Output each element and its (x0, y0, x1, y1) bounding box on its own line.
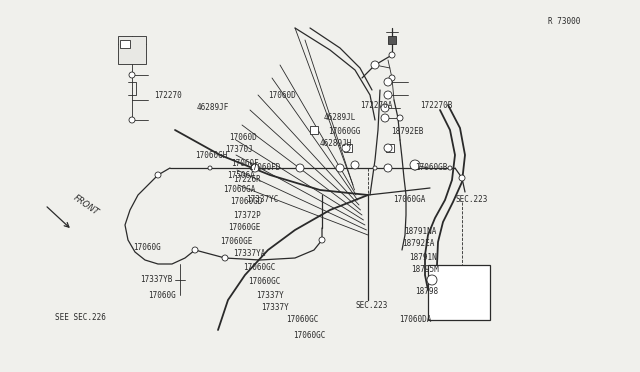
Circle shape (427, 275, 437, 285)
Circle shape (381, 114, 389, 122)
Text: 17060GH: 17060GH (195, 151, 227, 160)
Text: 46289JH: 46289JH (320, 140, 353, 148)
Bar (386, 144, 394, 152)
Text: 17060G: 17060G (148, 291, 176, 299)
Circle shape (371, 61, 379, 69)
Text: 46289JF: 46289JF (197, 103, 229, 112)
Text: 17372P: 17372P (233, 211, 260, 219)
Circle shape (381, 104, 389, 112)
Text: 17060F: 17060F (231, 158, 259, 167)
Circle shape (448, 166, 452, 170)
Text: 172270B: 172270B (420, 100, 452, 109)
Text: 17060GC: 17060GC (243, 263, 275, 273)
Circle shape (155, 172, 161, 178)
Bar (310, 126, 318, 134)
Text: 17337YC: 17337YC (246, 196, 278, 205)
Text: 17060G: 17060G (133, 243, 161, 251)
Text: 172270: 172270 (154, 90, 182, 99)
Text: 172270A: 172270A (360, 100, 392, 109)
Text: 18792EA: 18792EA (402, 240, 435, 248)
Text: 17337Y: 17337Y (256, 291, 284, 299)
Circle shape (192, 247, 198, 253)
Circle shape (319, 237, 325, 243)
Circle shape (336, 164, 344, 172)
Text: 17060GG: 17060GG (328, 126, 360, 135)
Circle shape (459, 175, 465, 181)
Text: 17060GE: 17060GE (220, 237, 252, 246)
Circle shape (208, 166, 212, 170)
Circle shape (410, 160, 420, 170)
Text: 18798: 18798 (415, 288, 438, 296)
Circle shape (351, 161, 359, 169)
Text: 17060GA: 17060GA (393, 196, 426, 205)
Bar (344, 144, 352, 152)
Bar (388, 36, 396, 44)
Circle shape (413, 166, 417, 170)
Circle shape (253, 166, 257, 170)
Circle shape (338, 166, 342, 170)
Text: FRONT: FRONT (72, 193, 100, 217)
Text: R 73000: R 73000 (548, 17, 580, 26)
Text: 17060FD: 17060FD (248, 164, 280, 173)
Text: 18795M: 18795M (411, 266, 439, 275)
Text: 17060GC: 17060GC (286, 315, 318, 324)
Text: 46289JL: 46289JL (324, 113, 356, 122)
Circle shape (129, 72, 135, 78)
Text: 17226R: 17226R (233, 176, 260, 185)
Bar (118, 36, 146, 64)
Circle shape (222, 255, 228, 261)
Circle shape (384, 91, 392, 99)
Circle shape (373, 166, 377, 170)
Text: 17060GC: 17060GC (293, 331, 325, 340)
Text: 18792EB: 18792EB (391, 126, 424, 135)
Circle shape (384, 78, 392, 86)
Text: 17337YA: 17337YA (233, 250, 266, 259)
Text: SEE SEC.226: SEE SEC.226 (55, 314, 106, 323)
Circle shape (384, 144, 392, 152)
Text: 17060DA: 17060DA (399, 315, 431, 324)
Text: 17060GE: 17060GE (228, 224, 260, 232)
Text: 17060GD: 17060GD (230, 198, 262, 206)
Circle shape (397, 115, 403, 121)
Text: SEC.223: SEC.223 (356, 301, 388, 310)
Circle shape (389, 52, 395, 58)
Text: 18791NA: 18791NA (404, 227, 436, 235)
Text: 17337Y: 17337Y (261, 304, 289, 312)
Text: 17060D: 17060D (268, 90, 296, 99)
Text: 17060GC: 17060GC (248, 276, 280, 285)
Text: 17060GB: 17060GB (415, 164, 447, 173)
Text: 17506A: 17506A (227, 171, 255, 180)
Circle shape (129, 117, 135, 123)
Text: 17060GA: 17060GA (223, 185, 255, 193)
Circle shape (389, 75, 395, 81)
Text: 17337YB: 17337YB (140, 276, 172, 285)
Circle shape (384, 164, 392, 172)
Bar (428, 265, 490, 320)
Text: 17060D: 17060D (229, 132, 257, 141)
Circle shape (251, 164, 259, 172)
Text: 18791N: 18791N (409, 253, 436, 262)
Circle shape (296, 164, 304, 172)
Text: 17370J: 17370J (225, 145, 253, 154)
Text: SEC.223: SEC.223 (455, 196, 488, 205)
Circle shape (342, 144, 350, 152)
Bar (120, 40, 130, 48)
Circle shape (298, 166, 302, 170)
